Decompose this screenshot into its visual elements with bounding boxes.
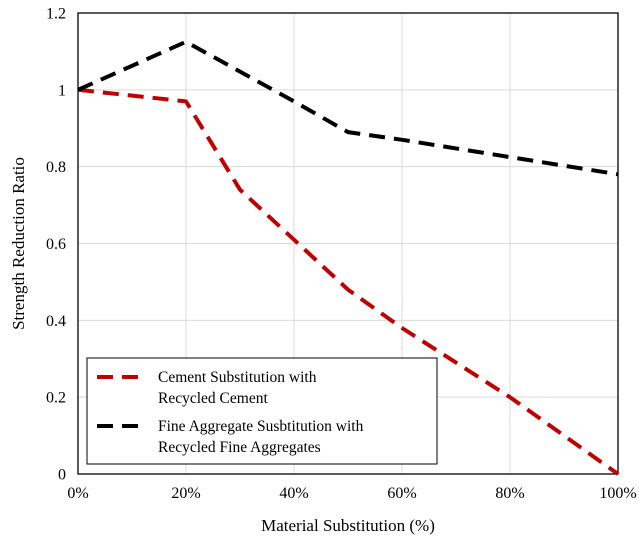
y-tick-label: 0.6 bbox=[46, 236, 66, 253]
x-tick-label: 0% bbox=[67, 485, 88, 502]
legend-box bbox=[86, 357, 438, 465]
legend-label-1: Cement Substitution with bbox=[158, 369, 317, 386]
x-tick-label: 100% bbox=[599, 485, 636, 502]
y-tick-label: 0.8 bbox=[46, 159, 66, 176]
series-line-2 bbox=[77, 39, 619, 177]
series-line-1 bbox=[77, 87, 620, 476]
x-axis-title: Material Substitution (%) bbox=[261, 516, 435, 535]
x-tick-label: 80% bbox=[495, 485, 524, 502]
y-tick-label: 1 bbox=[58, 82, 66, 99]
y-tick-label: 1.2 bbox=[46, 6, 66, 23]
legend: Cement Substitution with Recycled Cement F… bbox=[86, 357, 438, 465]
y-axis-title: Strength Reduction Ratio bbox=[9, 157, 28, 330]
y-tick-label: 0 bbox=[58, 467, 66, 484]
plot-area-frame bbox=[77, 12, 619, 475]
legend-label-2: Fine Aggregate Susbtitution with bbox=[158, 418, 364, 435]
y-axis-tick-labels: 0 0.2 0.4 0.6 0.8 1 1.2 bbox=[46, 6, 66, 484]
series-layer bbox=[77, 39, 620, 476]
y-tick-label: 0.2 bbox=[46, 390, 66, 407]
y-tick-label: 0.4 bbox=[46, 313, 66, 330]
legend-label-2: Recycled Fine Aggregates bbox=[158, 439, 321, 456]
legend-label-1: Recycled Cement bbox=[158, 390, 268, 407]
x-tick-label: 60% bbox=[387, 485, 416, 502]
x-tick-label: 20% bbox=[171, 485, 200, 502]
x-tick-label: 40% bbox=[279, 485, 308, 502]
x-axis-tick-labels: 0% 20% 40% 60% 80% 100% bbox=[67, 485, 636, 502]
